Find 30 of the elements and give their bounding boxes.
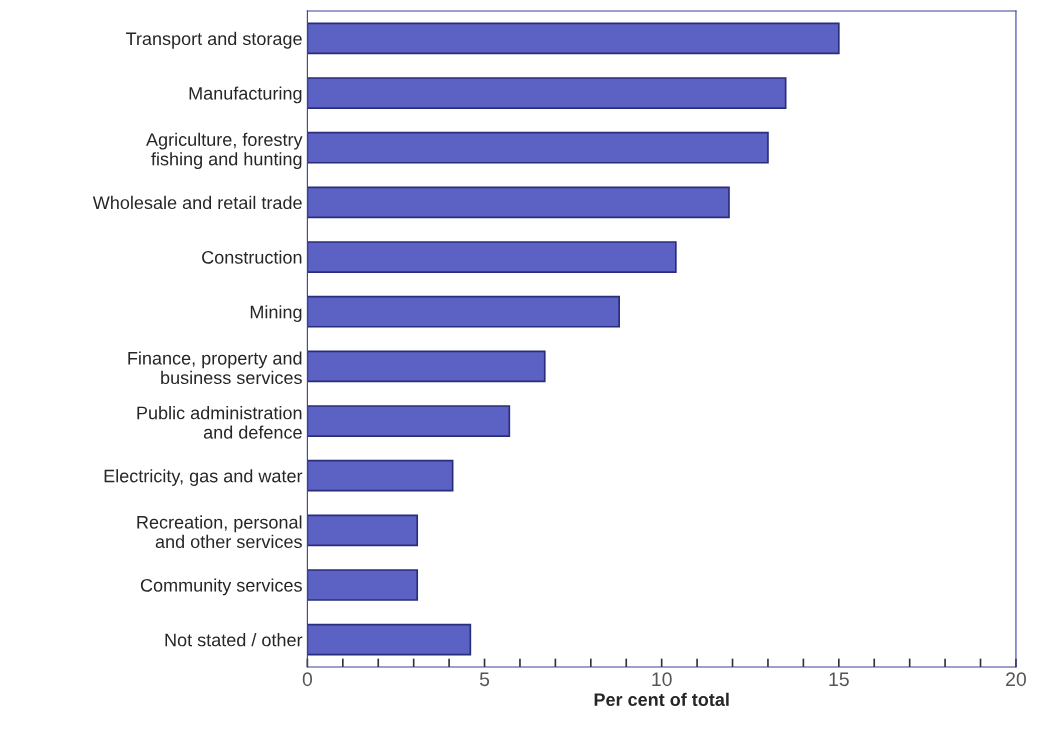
y-tick-label: Construction <box>202 250 302 264</box>
bar <box>307 514 419 547</box>
bar <box>307 22 840 55</box>
y-tick-label: Mining <box>250 305 302 322</box>
y-tick-label: Agriculture, forestry fishing and hunting <box>146 132 303 170</box>
bar <box>307 569 419 601</box>
bar <box>307 131 769 164</box>
y-tick-label: Transport and storage <box>125 31 302 49</box>
y-tick-label: Recreation, personal and other services <box>137 515 302 549</box>
y-tick-label: Public administration and defence <box>137 406 302 439</box>
bar <box>307 186 730 219</box>
bar <box>307 350 546 383</box>
y-tick-label: Community services <box>140 578 302 596</box>
bar <box>307 241 677 273</box>
y-tick-label: Wholesale and retail trade <box>92 195 302 210</box>
x-tick-label: 0 <box>302 672 313 687</box>
bar <box>307 405 511 437</box>
bar <box>307 295 620 328</box>
x-tick-label: 20 <box>1006 672 1026 687</box>
x-tick-label: 15 <box>829 672 849 687</box>
y-tick-label: Manufacturing <box>189 86 302 104</box>
bar <box>307 459 454 492</box>
y-tick-label: Finance, property and business services <box>128 351 302 385</box>
bar <box>307 77 787 109</box>
y-tick-label: Not stated / other <box>165 633 303 647</box>
x-axis-title: Per cent of total <box>594 692 729 707</box>
y-tick-label: Electricity, gas and water <box>104 469 303 486</box>
x-tick-label: 10 <box>652 672 672 687</box>
x-tick-label: 5 <box>479 672 490 687</box>
bar <box>307 623 472 656</box>
